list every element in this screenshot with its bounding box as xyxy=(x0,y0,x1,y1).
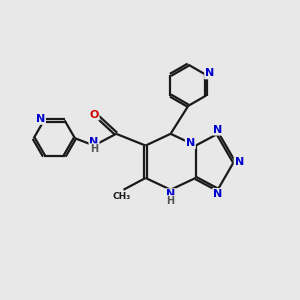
Text: CH₃: CH₃ xyxy=(113,192,131,201)
Text: N: N xyxy=(186,138,195,148)
Text: O: O xyxy=(89,110,99,120)
Text: N: N xyxy=(213,125,222,135)
Text: N: N xyxy=(36,114,45,124)
Text: H: H xyxy=(90,144,98,154)
Text: N: N xyxy=(213,189,222,199)
Text: N: N xyxy=(166,189,175,199)
Text: N: N xyxy=(89,137,99,147)
Text: H: H xyxy=(167,196,175,206)
Text: N: N xyxy=(205,68,214,78)
Text: N: N xyxy=(235,157,244,167)
